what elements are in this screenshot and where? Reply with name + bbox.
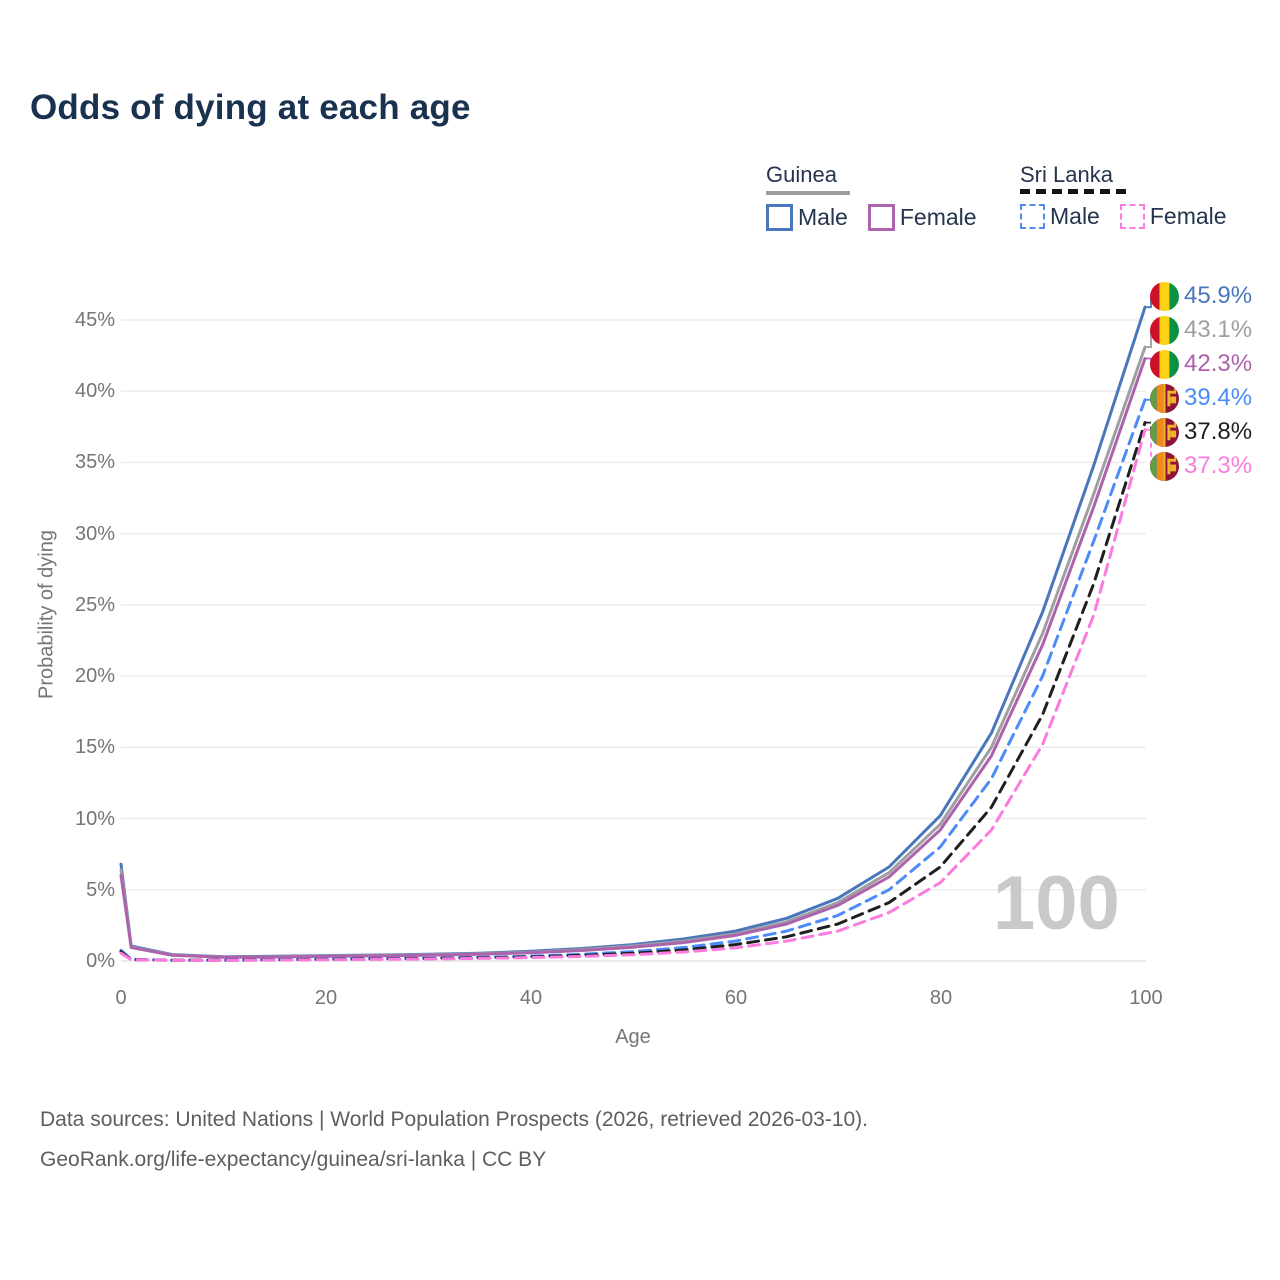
x-axis-title: Age — [615, 1026, 651, 1048]
end-label-value: 37.3% — [1184, 452, 1253, 479]
guinea-flag-icon — [1150, 349, 1179, 379]
guinea-flag-icon — [1150, 281, 1179, 311]
y-tick-label: 20% — [74, 665, 115, 687]
sri-lanka-flag-icon — [1150, 383, 1179, 413]
end-label-value: 45.9% — [1184, 282, 1253, 309]
legend-group-guinea: Guinea Male Female — [766, 162, 977, 231]
sri-lanka-female-swatch-icon — [1119, 204, 1145, 229]
legend-group-sri-lanka: Sri Lanka Male Female — [1020, 162, 1227, 230]
legend-item-guinea-female[interactable]: Female — [867, 204, 977, 231]
legend-item-label: Male — [798, 204, 848, 230]
y-tick-label: 35% — [74, 451, 115, 473]
y-tick-label: 10% — [74, 808, 115, 830]
end-label-value: 37.8% — [1184, 418, 1253, 445]
series-line-guinea-male[interactable] — [119, 305, 1147, 959]
y-tick-label: 30% — [74, 523, 115, 545]
legend-item-guinea-male[interactable]: Male — [766, 204, 848, 231]
x-tick-label: 80 — [929, 987, 953, 1009]
end-label-value: 39.4% — [1184, 384, 1253, 411]
guinea-flag-icon — [1150, 315, 1179, 345]
x-tick-label: 60 — [724, 987, 748, 1009]
legend-item-label: Male — [1050, 203, 1100, 229]
x-tick-label: 0 — [115, 987, 127, 1009]
x-tick-label: 20 — [314, 987, 338, 1009]
legend-item-label: Female — [899, 204, 977, 230]
sri-lanka-flag-icon — [1150, 417, 1179, 447]
legend-item-sri-lanka-female[interactable]: Female — [1119, 203, 1227, 230]
series-line-sri-lanka-male[interactable] — [119, 398, 1147, 962]
sri-lanka-dashed-line-swatch — [1020, 189, 1126, 194]
y-axis-title: Probability of dying — [35, 530, 58, 699]
series-line-sri-lanka-female[interactable] — [119, 428, 1147, 962]
guinea-solid-line-swatch — [766, 191, 850, 195]
page-title: Odds of dying at each age — [30, 88, 471, 127]
legend-item-label: Female — [1149, 203, 1227, 229]
end-label-row: 43.1% — [1150, 315, 1252, 345]
legend-item-sri-lanka-male[interactable]: Male — [1020, 203, 1100, 230]
series-line-guinea-both-sexes[interactable] — [119, 345, 1147, 959]
legend-header-sri-lanka: Sri Lanka — [1020, 162, 1113, 187]
guinea-male-swatch-icon — [766, 204, 793, 231]
attribution-text: GeoRank.org/life-expectancy/guinea/sri-l… — [40, 1148, 547, 1171]
end-label-value: 43.1% — [1184, 316, 1253, 343]
data-sources-text: Data sources: United Nations | World Pop… — [40, 1108, 869, 1131]
end-label-row: 37.8% — [1150, 417, 1252, 447]
guinea-female-swatch-icon — [867, 204, 895, 231]
series-line-sri-lanka-both-sexes[interactable] — [119, 421, 1147, 962]
end-label-row: 39.4% — [1150, 383, 1252, 413]
series-line-guinea-female[interactable] — [119, 357, 1147, 959]
y-tick-label: 15% — [74, 736, 115, 758]
end-label-row: 42.3% — [1150, 349, 1252, 379]
y-tick-label: 45% — [74, 309, 115, 331]
y-tick-label: 25% — [74, 594, 115, 616]
end-label-value: 42.3% — [1184, 350, 1253, 377]
sri-lanka-flag-icon — [1150, 451, 1179, 481]
legend-header-guinea: Guinea — [766, 162, 837, 187]
y-tick-label: 0% — [86, 950, 115, 972]
y-tick-label: 5% — [86, 879, 115, 901]
end-label-row: 45.9% — [1150, 281, 1252, 311]
x-tick-label: 100 — [1129, 987, 1163, 1009]
x-tick-label: 40 — [519, 987, 543, 1009]
end-label-row: 37.3% — [1150, 451, 1252, 481]
sri-lanka-male-swatch-icon — [1020, 204, 1045, 229]
age-watermark: 100 — [993, 861, 1120, 946]
y-tick-label: 40% — [74, 380, 115, 402]
